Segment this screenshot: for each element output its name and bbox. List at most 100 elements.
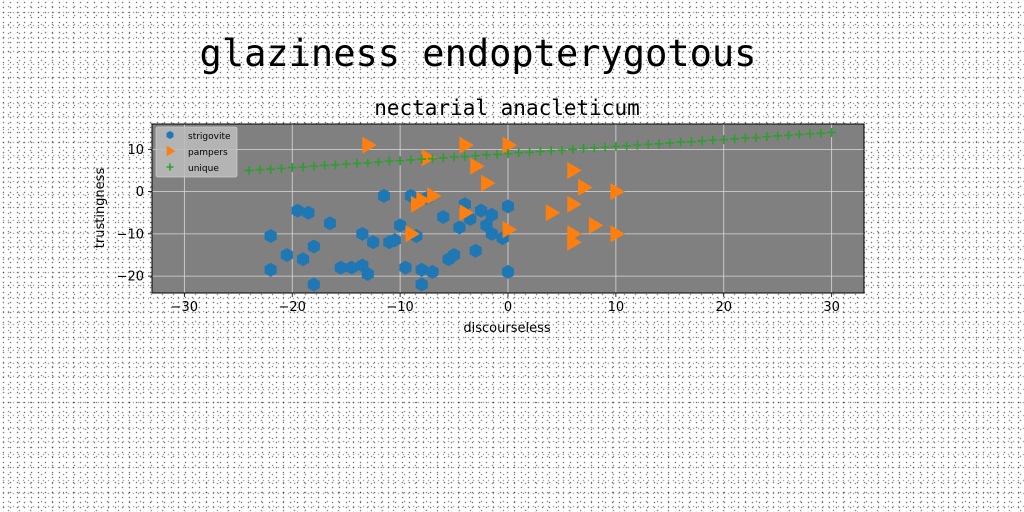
- axis-ticks: −30 −20 −10 0 10 20 30 −20 −10 0 10: [117, 143, 840, 315]
- x-tick-label: 10: [608, 300, 625, 315]
- series-layer: [244, 127, 837, 292]
- unique-point: [805, 129, 815, 139]
- unique-point: [503, 149, 513, 159]
- plot-frame: [151, 123, 865, 294]
- strigovite-point: [334, 260, 347, 275]
- strigovite-point: [485, 207, 498, 222]
- pampers-point: [610, 225, 625, 243]
- pampers-point: [502, 221, 517, 239]
- unique-point: [255, 165, 265, 175]
- pampers-point: [362, 136, 377, 154]
- unique-point: [427, 154, 437, 164]
- strigovite-point: [307, 277, 320, 292]
- unique-point: [449, 152, 459, 162]
- unique-point: [535, 146, 545, 156]
- unique-point: [751, 133, 761, 143]
- unique-point: [600, 142, 610, 152]
- pampers-point: [610, 183, 625, 201]
- unique-point: [632, 140, 642, 150]
- pampers-point: [405, 225, 420, 243]
- strigovite-point: [296, 252, 310, 267]
- pampers-point: [588, 216, 604, 234]
- strigovite-point: [415, 277, 428, 292]
- unique-point: [406, 155, 416, 165]
- strigovite-point: [448, 247, 461, 262]
- unique-point: [794, 130, 804, 140]
- unique-point: [341, 159, 351, 169]
- unique-point: [546, 146, 556, 156]
- x-tick-label: 30: [823, 300, 840, 315]
- pampers-point: [567, 195, 582, 213]
- x-tick-label: −10: [386, 300, 413, 315]
- unique-point: [244, 165, 254, 175]
- unique-point: [783, 130, 793, 140]
- unique-point: [417, 154, 427, 164]
- pampers-point: [502, 136, 517, 154]
- unique-point: [719, 135, 729, 145]
- legend-marker-pampers: [166, 145, 176, 157]
- pampers-point: [459, 136, 474, 154]
- unique-point: [708, 135, 718, 145]
- unique-point: [643, 139, 653, 149]
- y-tick-label: 10: [127, 143, 144, 158]
- x-tick-label: −20: [279, 300, 306, 315]
- unique-point: [568, 144, 578, 154]
- unique-point: [374, 157, 384, 167]
- x-axis-label: discourseless: [463, 321, 550, 336]
- unique-point: [773, 131, 783, 141]
- figure-suptitle: glaziness endopterygotous: [199, 32, 757, 75]
- unique-point: [395, 156, 405, 166]
- x-tick-label: −30: [171, 300, 198, 315]
- strigovite-point: [323, 216, 337, 231]
- series-pampers: [362, 136, 625, 251]
- unique-point: [384, 156, 394, 166]
- y-tick-label: −10: [117, 227, 144, 242]
- y-tick-label: −20: [117, 270, 144, 285]
- unique-point: [525, 147, 535, 157]
- unique-point: [557, 145, 567, 155]
- unique-point: [589, 143, 599, 153]
- unique-point: [352, 158, 362, 168]
- pampers-point: [567, 161, 582, 180]
- unique-point: [492, 149, 502, 159]
- unique-point: [276, 163, 286, 173]
- strigovite-point: [356, 226, 369, 241]
- unique-point: [514, 148, 524, 158]
- y-axis-label: trustingness: [93, 168, 108, 249]
- pampers-point: [481, 174, 496, 192]
- strigovite-point: [437, 209, 450, 224]
- unique-point: [438, 153, 448, 163]
- legend-box: [155, 126, 238, 178]
- unique-point: [611, 141, 621, 151]
- unique-point: [816, 128, 826, 138]
- strigovite-point: [291, 203, 304, 218]
- pampers-point: [578, 178, 593, 196]
- strigovite-point: [415, 262, 428, 277]
- unique-point: [579, 144, 589, 154]
- legend: strigovite pampers unique: [155, 126, 238, 178]
- strigovite-point: [367, 235, 380, 250]
- legend-marker-strigovite: [166, 131, 174, 139]
- strigovite-point: [302, 205, 315, 220]
- unique-point: [287, 163, 297, 173]
- unique-point: [686, 137, 696, 147]
- strigovite-point: [307, 239, 320, 254]
- strigovite-point: [453, 220, 466, 235]
- strigovite-point: [264, 262, 277, 277]
- unique-point: [827, 127, 837, 137]
- series-unique: [244, 127, 837, 175]
- pampers-point: [416, 191, 431, 209]
- pampers-point: [545, 204, 561, 222]
- pampers-point: [567, 233, 582, 251]
- unique-point: [697, 136, 707, 146]
- unique-point: [730, 134, 740, 144]
- y-tick-label: 0: [136, 185, 144, 200]
- strigovite-point: [399, 260, 412, 275]
- pampers-point: [459, 204, 474, 222]
- strigovite-point: [501, 199, 515, 214]
- strigovite-point: [264, 228, 277, 243]
- strigovite-point: [377, 188, 390, 203]
- unique-point: [266, 164, 276, 174]
- unique-point: [762, 132, 772, 142]
